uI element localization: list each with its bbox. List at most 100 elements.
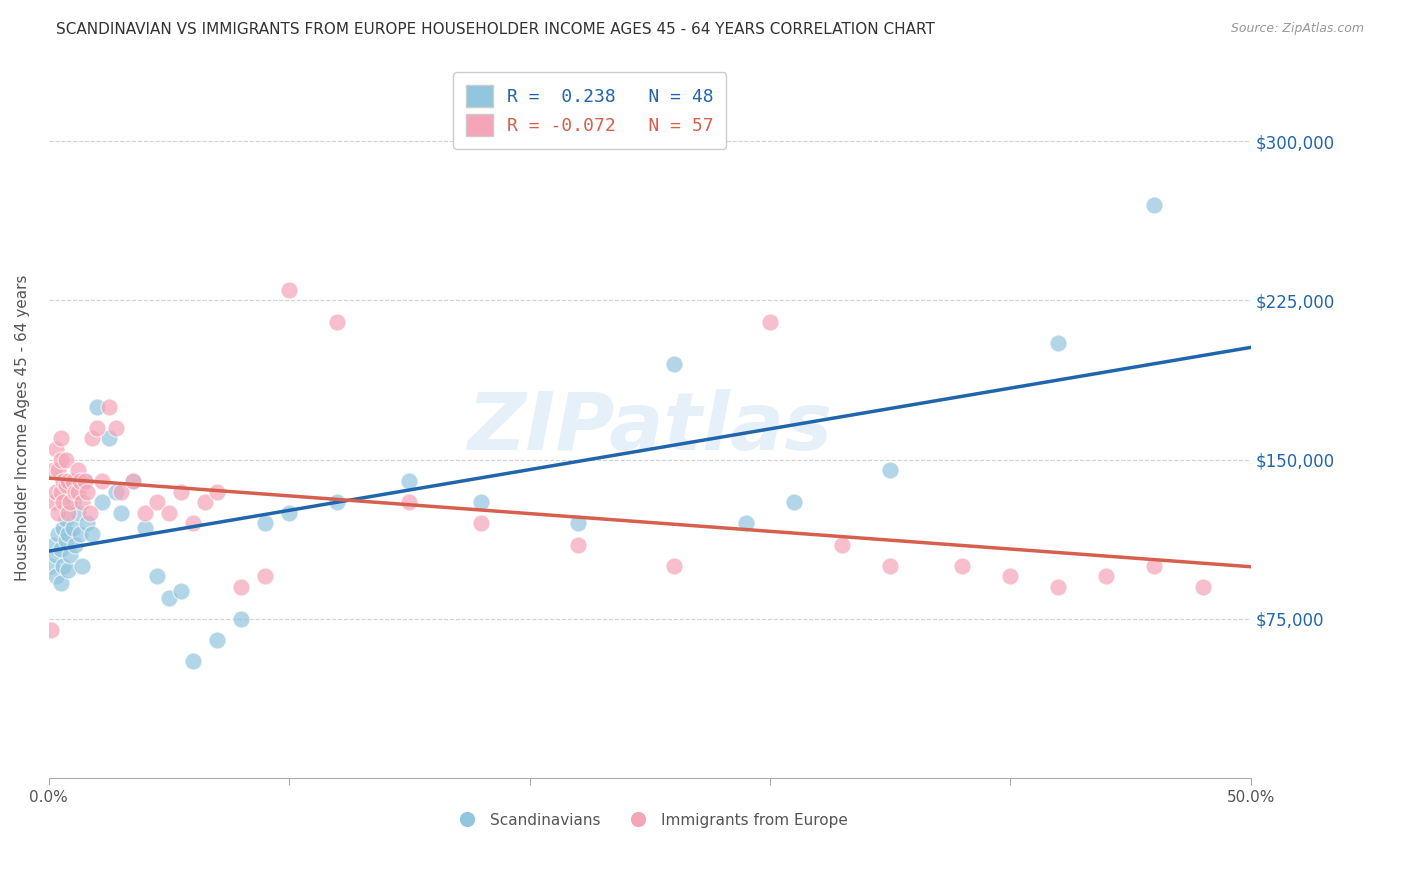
Text: Source: ZipAtlas.com: Source: ZipAtlas.com	[1230, 22, 1364, 36]
Point	[76, 516, 98, 531]
Point	[170, 484, 193, 499]
Point	[326, 315, 349, 329]
Point	[56, 527, 79, 541]
Point	[63, 484, 86, 499]
Point	[134, 521, 156, 535]
Point	[1095, 569, 1118, 583]
Point	[69, 474, 91, 488]
Point	[55, 533, 77, 548]
Point	[398, 474, 420, 488]
Text: SCANDINAVIAN VS IMMIGRANTS FROM EUROPE HOUSEHOLDER INCOME AGES 45 - 64 YEARS COR: SCANDINAVIAN VS IMMIGRANTS FROM EUROPE H…	[56, 22, 935, 37]
Point	[205, 484, 228, 499]
Point	[48, 506, 70, 520]
Point	[90, 495, 112, 509]
Point	[48, 527, 70, 541]
Point	[1047, 580, 1070, 594]
Point	[55, 478, 77, 492]
Point	[80, 432, 103, 446]
Point	[63, 538, 86, 552]
Point	[759, 315, 782, 329]
Point	[157, 591, 180, 605]
Point	[42, 538, 65, 552]
Point	[86, 400, 108, 414]
Point	[39, 623, 62, 637]
Point	[110, 506, 132, 520]
Point	[66, 484, 89, 499]
Point	[181, 655, 204, 669]
Point	[470, 516, 492, 531]
Point	[49, 575, 72, 590]
Point	[157, 506, 180, 520]
Point	[122, 474, 145, 488]
Point	[950, 558, 973, 573]
Point	[326, 495, 349, 509]
Point	[254, 569, 277, 583]
Point	[97, 432, 120, 446]
Point	[470, 495, 492, 509]
Point	[229, 580, 252, 594]
Point	[146, 569, 169, 583]
Point	[76, 484, 98, 499]
Point	[398, 495, 420, 509]
Point	[49, 432, 72, 446]
Point	[879, 463, 901, 477]
Point	[56, 506, 79, 520]
Point	[662, 357, 685, 371]
Point	[97, 400, 120, 414]
Point	[86, 421, 108, 435]
Point	[39, 558, 62, 573]
Y-axis label: Householder Income Ages 45 - 64 years: Householder Income Ages 45 - 64 years	[15, 275, 30, 581]
Point	[45, 484, 67, 499]
Point	[59, 548, 82, 562]
Point	[1143, 558, 1166, 573]
Point	[45, 442, 67, 456]
Point	[783, 495, 806, 509]
Point	[72, 558, 94, 573]
Point	[55, 452, 77, 467]
Point	[734, 516, 756, 531]
Point	[73, 474, 96, 488]
Point	[122, 474, 145, 488]
Point	[105, 484, 128, 499]
Point	[59, 495, 82, 509]
Point	[567, 538, 589, 552]
Point	[62, 474, 84, 488]
Point	[1000, 569, 1022, 583]
Point	[48, 463, 70, 477]
Point	[567, 516, 589, 531]
Point	[831, 538, 853, 552]
Point	[278, 283, 301, 297]
Point	[80, 527, 103, 541]
Point	[879, 558, 901, 573]
Point	[42, 463, 65, 477]
Point	[49, 541, 72, 556]
Point	[170, 584, 193, 599]
Point	[56, 474, 79, 488]
Point	[52, 495, 75, 509]
Point	[90, 474, 112, 488]
Point	[134, 506, 156, 520]
Point	[69, 527, 91, 541]
Point	[278, 506, 301, 520]
Point	[194, 495, 217, 509]
Point	[55, 512, 77, 526]
Point	[205, 633, 228, 648]
Point	[45, 569, 67, 583]
Point	[62, 495, 84, 509]
Point	[66, 506, 89, 520]
Point	[1047, 335, 1070, 350]
Point	[72, 495, 94, 509]
Point	[56, 563, 79, 577]
Text: ZIPatlas: ZIPatlas	[467, 389, 832, 467]
Point	[49, 484, 72, 499]
Point	[229, 612, 252, 626]
Point	[662, 558, 685, 573]
Point	[73, 474, 96, 488]
Point	[1143, 198, 1166, 212]
Legend: Scandinavians, Immigrants from Europe: Scandinavians, Immigrants from Europe	[446, 806, 855, 834]
Point	[254, 516, 277, 531]
Point	[66, 463, 89, 477]
Point	[146, 495, 169, 509]
Point	[42, 495, 65, 509]
Point	[52, 474, 75, 488]
